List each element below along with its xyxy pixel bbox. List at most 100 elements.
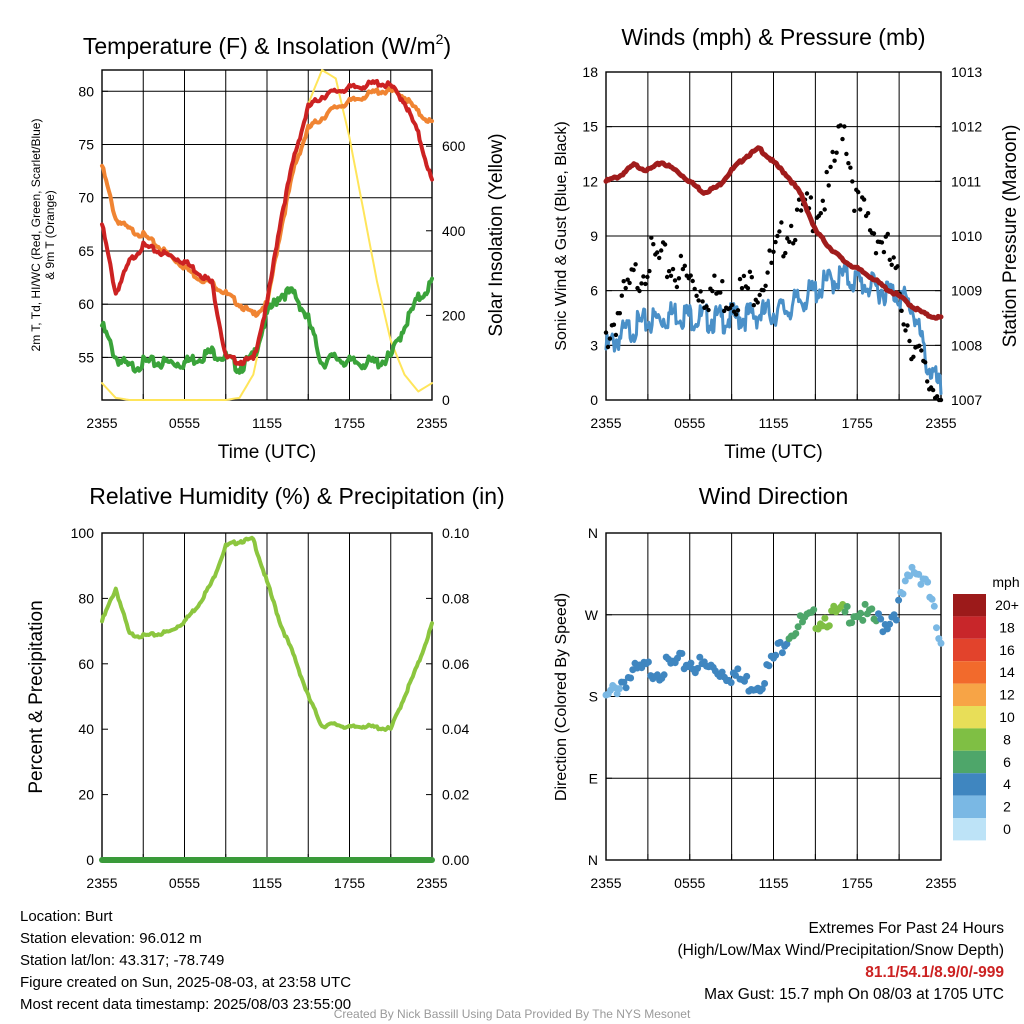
gust-point (621, 279, 626, 284)
gust-point (710, 288, 715, 294)
direction-point (761, 680, 769, 687)
gust-point (871, 231, 877, 236)
y2-tick-label: 1013 (951, 64, 982, 80)
gust-point (623, 285, 628, 291)
gust-point (925, 379, 930, 384)
direction-point (734, 665, 742, 673)
direction-point (644, 658, 652, 666)
gust-point (633, 262, 638, 267)
legend-swatch (953, 683, 986, 706)
legend-label: 18 (999, 619, 1015, 635)
y2-tick-label: 0.10 (442, 525, 469, 541)
y2-tick-label: 400 (442, 223, 466, 239)
x-tick-label: 1155 (252, 875, 282, 891)
extremes-values: 81.1/54.1/8.9/0/-999 (865, 964, 1004, 981)
legend-swatch (953, 818, 986, 841)
gust-point (662, 242, 668, 247)
y2-tick-label: 0.02 (442, 787, 469, 803)
gust-point (605, 344, 611, 350)
direction-point (825, 622, 833, 630)
direction-point (886, 620, 894, 628)
legend-swatch (953, 773, 986, 796)
gust-point (848, 165, 853, 170)
gust-point (818, 211, 823, 216)
direction-point (821, 614, 829, 622)
direction-point (841, 608, 849, 616)
gust-point (765, 270, 770, 275)
direction-point (743, 672, 751, 680)
gust-point (905, 323, 910, 328)
extremes-title: Extremes For Past 24 Hours (808, 920, 1004, 937)
y-axis-label: Percent & Precipitation (26, 600, 47, 793)
gust-point (895, 264, 900, 269)
y-tick-label: 60 (78, 296, 94, 312)
y2-tick-label: 1007 (951, 392, 982, 408)
gust-point (676, 276, 682, 281)
y2-tick-label: 1008 (951, 337, 982, 353)
gust-point (664, 274, 670, 280)
gust-point (657, 255, 662, 261)
legend-swatch (953, 661, 986, 684)
humidity-line (100, 535, 434, 732)
credit-text: Created By Nick Bassill Using Data Provi… (333, 1007, 691, 1021)
gust-point (651, 242, 656, 247)
y-axis-label: Sonic Wind & Gust (Blue, Black) (553, 121, 570, 350)
direction-point (937, 639, 945, 647)
gust-point (879, 240, 885, 245)
gust-point (820, 198, 825, 203)
y2-tick-label: 1012 (951, 119, 982, 135)
direction-point (696, 653, 704, 661)
x-tick-label: 1755 (334, 415, 365, 431)
winds-panel: 2355 0555 1155 1755 2355 0 3 6 9 12 15 18 1007 1008 10… (553, 24, 1021, 463)
x-tick-label: 2355 (86, 875, 117, 891)
gust-point (777, 229, 782, 234)
direction-point (627, 674, 635, 682)
y-tick-label: W (585, 607, 599, 623)
direction-point (875, 610, 882, 618)
y-tick-label: 9 (590, 228, 598, 244)
humidity-panel: 2355 0555 1155 1755 2355 0 20 40 60 80 100 0.00 0.02… (26, 483, 505, 891)
direction-point (622, 684, 630, 692)
y-tick-label: 80 (78, 83, 94, 99)
x-tick-label: 1155 (758, 875, 788, 891)
gust-point (617, 311, 622, 316)
extremes-subtitle: (High/Low/Max Wind/Precipitation/Snow De… (677, 942, 1005, 959)
gust-point (930, 387, 936, 393)
gust-point (804, 191, 810, 196)
gust-point (885, 231, 890, 237)
gust-point (781, 254, 786, 259)
gust-point (917, 343, 922, 348)
legend-swatch (953, 638, 986, 662)
gust-point (840, 136, 845, 142)
direction-point (924, 578, 932, 586)
y2-tick-label: 0 (442, 392, 450, 408)
created-text: Figure created on Sun, 2025-08-03, at 23… (20, 974, 352, 991)
gust-point (899, 308, 904, 313)
y2-tick-label: 1011 (951, 173, 981, 189)
gust-point (729, 302, 735, 308)
direction-point (783, 640, 791, 648)
gust-point (627, 280, 632, 286)
gust-point (873, 251, 879, 256)
direction-point (899, 590, 907, 598)
legend-label: 16 (999, 642, 1015, 658)
y-tick-label: 70 (78, 190, 94, 206)
wind-speed-line (604, 263, 943, 396)
legend-label: 2 (1003, 799, 1011, 815)
x-tick-label: 1755 (842, 875, 873, 891)
x-tick-label: 2355 (925, 415, 956, 431)
x-tick-label: 2355 (416, 875, 447, 891)
direction-point (727, 679, 735, 687)
y2-tick-label: 0.00 (442, 852, 469, 868)
x-tick-label: 1155 (758, 415, 788, 431)
y2-axis-label: Solar Insolation (Yellow) (486, 133, 507, 336)
pressure-line (603, 145, 944, 321)
x-tick-label: 0555 (674, 415, 705, 431)
legend-label: 12 (999, 687, 1015, 703)
gust-point (680, 266, 686, 272)
gust-point (704, 304, 709, 309)
x-tick-label: 1155 (252, 415, 282, 431)
gust-point (668, 273, 674, 278)
gust-point (749, 275, 754, 280)
